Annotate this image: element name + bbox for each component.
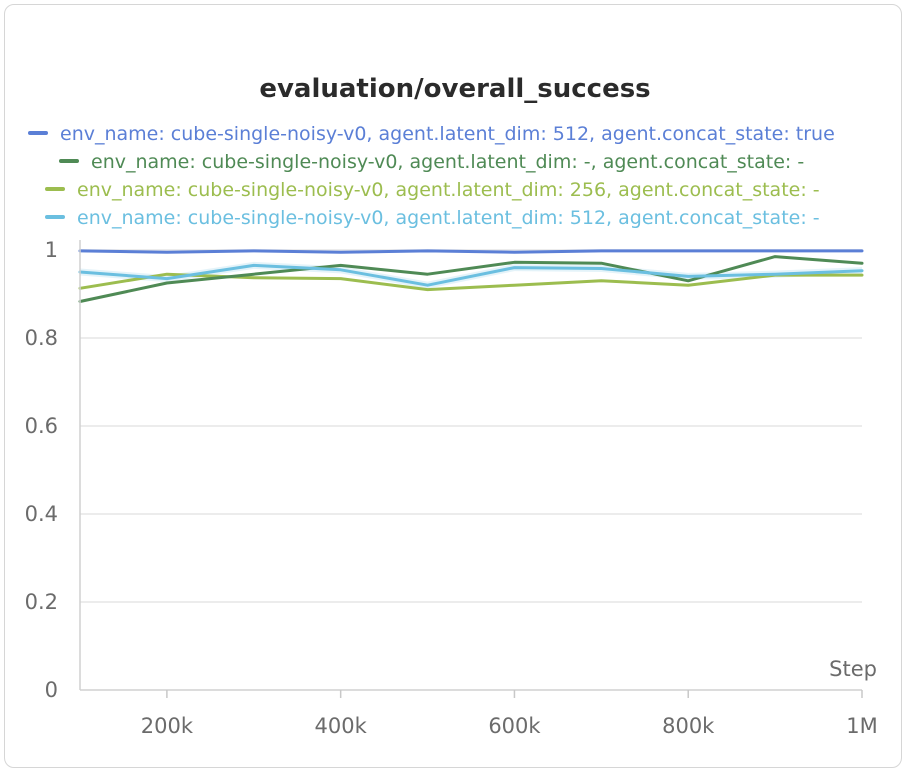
x-tick-label: 600k bbox=[488, 714, 541, 738]
y-tick-label: 1 bbox=[45, 238, 58, 262]
y-tick-label: 0.8 bbox=[25, 326, 58, 350]
legend-label: env_name: cube-single-noisy-v0, agent.la… bbox=[77, 179, 820, 201]
series-line bbox=[78, 255, 864, 303]
legend-label: env_name: cube-single-noisy-v0, agent.la… bbox=[77, 207, 820, 229]
x-tick-label: 1M bbox=[846, 714, 877, 738]
legend-swatch bbox=[45, 214, 65, 219]
series-line bbox=[78, 249, 864, 254]
x-tick-label: 400k bbox=[315, 714, 368, 738]
tick-labels: 0 0.2 0.4 0.6 0.8 1 200k 400k 600k 800k 1M bbox=[25, 238, 878, 738]
grid-lines bbox=[80, 249, 862, 603]
legend-swatch bbox=[59, 158, 79, 163]
y-tick-label: 0 bbox=[45, 678, 58, 702]
series-line bbox=[78, 263, 864, 287]
legend-swatch bbox=[45, 186, 65, 191]
axes bbox=[79, 240, 863, 698]
legend-item[interactable]: env_name: cube-single-noisy-v0, agent.la… bbox=[59, 148, 804, 176]
y-tick-label: 0.2 bbox=[25, 590, 58, 614]
legend-swatch bbox=[28, 130, 48, 135]
legend-label: env_name: cube-single-noisy-v0, agent.la… bbox=[91, 151, 805, 173]
x-tick-label: 800k bbox=[662, 714, 715, 738]
x-axis-label: Step bbox=[829, 657, 877, 681]
legend-item[interactable]: env_name: cube-single-noisy-v0, agent.la… bbox=[45, 204, 820, 232]
x-tick-label: 200k bbox=[141, 714, 194, 738]
legend-item[interactable]: env_name: cube-single-noisy-v0, agent.la… bbox=[45, 176, 820, 204]
y-tick-label: 0.6 bbox=[25, 414, 58, 438]
chart-panel bbox=[4, 4, 902, 768]
series-lines bbox=[78, 249, 864, 303]
series-line bbox=[78, 272, 864, 292]
y-tick-label: 0.4 bbox=[25, 502, 58, 526]
legend-item[interactable]: env_name: cube-single-noisy-v0, agent.la… bbox=[28, 120, 835, 148]
chart-title: evaluation/overall_success bbox=[259, 74, 651, 104]
legend-label: env_name: cube-single-noisy-v0, agent.la… bbox=[60, 123, 835, 145]
